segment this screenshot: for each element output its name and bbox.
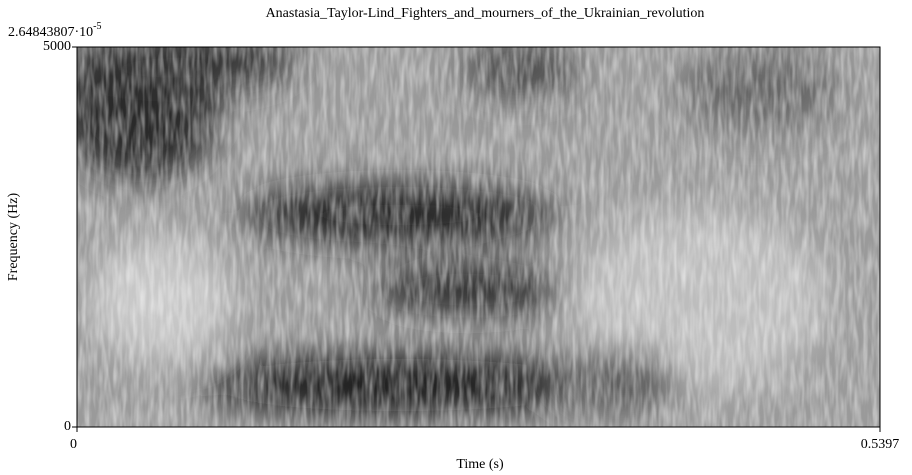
y-tick-label: 5000 (43, 39, 71, 54)
annotation: 2.64843807·10-5 (8, 21, 102, 40)
y-tick-label: 0 (64, 419, 71, 434)
spectrogram-image (77, 47, 880, 427)
x-tick-label: 0 (70, 437, 77, 452)
y-axis-label: Frequency (Hz) (6, 193, 21, 282)
chart-title: Anastasia_Taylor-Lind_Fighters_and_mourn… (266, 6, 705, 21)
x-tick-label: 0.5397 (861, 437, 900, 452)
x-axis-label: Time (s) (456, 457, 504, 472)
annotation-mantissa: 2.64843807·10 (8, 25, 93, 40)
plot-frame (76, 46, 881, 428)
annotation-exponent: -5 (93, 21, 101, 32)
